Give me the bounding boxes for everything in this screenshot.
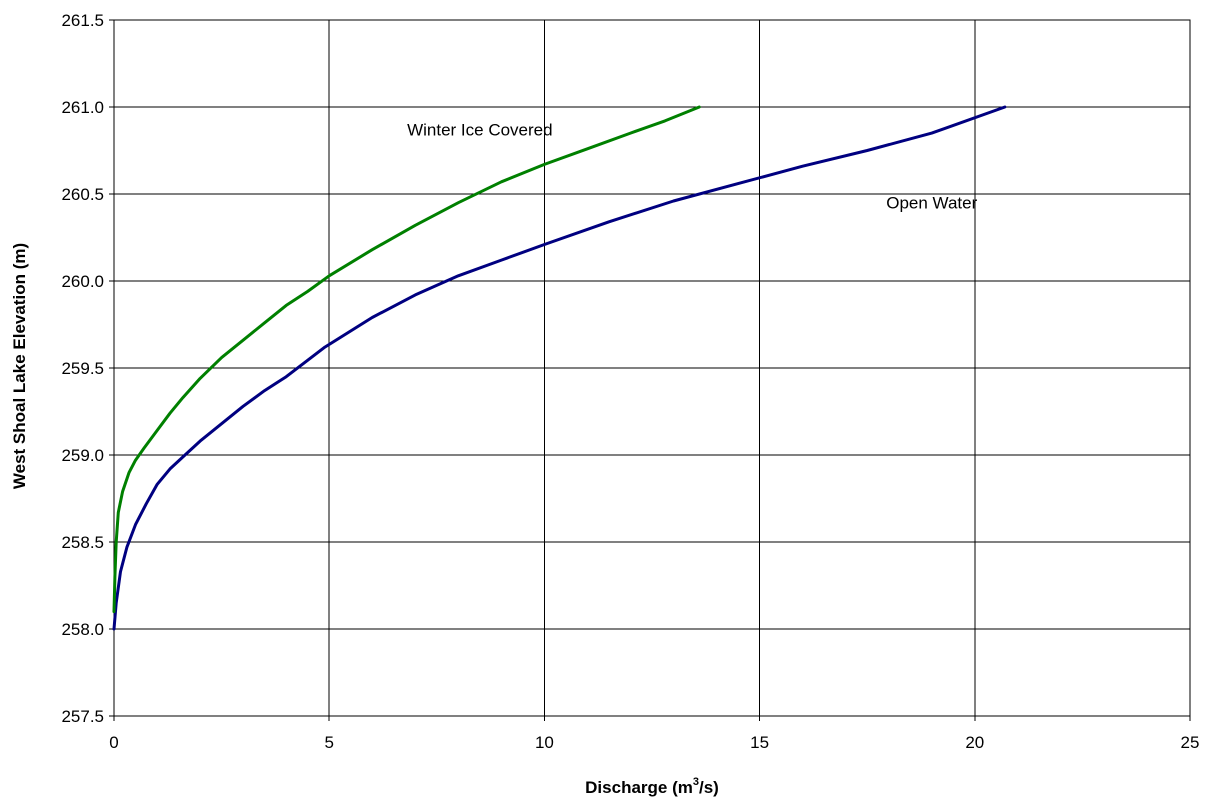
- series-line-open-water: [112, 105, 1007, 631]
- y-tick-label: 260.5: [61, 185, 104, 204]
- y-tick-label: 258.5: [61, 533, 104, 552]
- x-tick-label: 15: [750, 733, 769, 752]
- x-axis-tick-labels: 0 5 10 15 20 25: [109, 733, 1199, 752]
- y-tick-label: 261.5: [61, 11, 104, 30]
- y-tick-label: 257.5: [61, 707, 104, 726]
- x-tick-label: 25: [1181, 733, 1200, 752]
- annotation-layer: Winter Ice Covered Open Water: [407, 121, 978, 213]
- x-axis-title-superscript: 3: [693, 776, 699, 788]
- y-tick-label: 261.0: [61, 98, 104, 117]
- x-tick-label: 0: [109, 733, 118, 752]
- y-tick-label: 259.5: [61, 359, 104, 378]
- x-axis-title: Discharge (m3/s): [585, 776, 719, 797]
- grid-layer: [113, 19, 1191, 717]
- y-axis-tick-labels: 257.5 258.0 258.5 259.0 259.5 260.0 260.5 261.0…: [61, 11, 104, 726]
- series-line-winter-ice-covered: [112, 105, 701, 614]
- y-axis-title: West Shoal Lake Elevation (m): [10, 243, 29, 489]
- x-tick-label: 20: [965, 733, 984, 752]
- y-tick-label: 260.0: [61, 272, 104, 291]
- x-tick-label: 10: [535, 733, 554, 752]
- tick-marks: [109, 19, 1191, 721]
- series-label-winter-ice-covered: Winter Ice Covered: [407, 121, 553, 140]
- series-layer: [112, 105, 1007, 631]
- x-axis-title-main: Discharge (m: [585, 778, 693, 797]
- y-tick-label: 259.0: [61, 446, 104, 465]
- series-label-open-water: Open Water: [886, 194, 977, 213]
- y-tick-label: 258.0: [61, 620, 104, 639]
- x-tick-label: 5: [324, 733, 333, 752]
- x-axis-title-end: /s): [699, 778, 719, 797]
